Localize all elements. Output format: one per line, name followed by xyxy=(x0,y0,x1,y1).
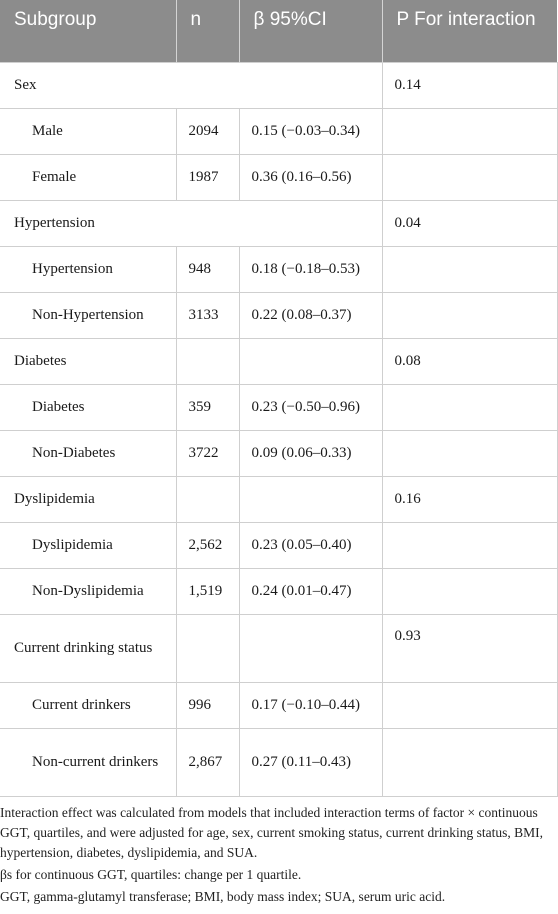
group-beta-empty xyxy=(238,613,383,682)
row-beta: 0.18 (−0.18–0.53) xyxy=(238,245,383,292)
row-label: Non-Diabetes xyxy=(0,429,177,476)
row-label: Male xyxy=(0,107,177,154)
row-beta: 0.22 (0.08–0.37) xyxy=(238,291,383,338)
table-row: Male 2094 0.15 (−0.03–0.34) xyxy=(0,107,558,154)
row-beta: 0.17 (−0.10–0.44) xyxy=(238,681,383,728)
header-n: n xyxy=(176,0,240,62)
p-value: 0.14 xyxy=(381,61,558,108)
subgroup-table: Subgroup n β 95%CI P For interaction Sex… xyxy=(0,0,558,797)
group-label: Current drinking status xyxy=(0,613,177,682)
row-n: 948 xyxy=(175,245,240,292)
row-p-empty xyxy=(381,245,558,292)
table-row: Non-Hypertension 3133 0.22 (0.08–0.37) xyxy=(0,291,558,338)
table-row: Diabetes 359 0.23 (−0.50–0.96) xyxy=(0,383,558,430)
row-p-empty xyxy=(381,153,558,200)
p-value: 0.93 xyxy=(381,613,558,682)
row-beta: 0.24 (0.01–0.47) xyxy=(238,567,383,614)
row-n: 1,519 xyxy=(175,567,240,614)
footnote-interaction: Interaction effect was calculated from m… xyxy=(0,805,543,860)
group-n-empty xyxy=(175,337,240,384)
table-row: Non-Dyslipidemia 1,519 0.24 (0.01–0.47) xyxy=(0,567,558,614)
row-beta: 0.23 (−0.50–0.96) xyxy=(238,383,383,430)
footnote-abbreviations: GGT, gamma-glutamyl transferase; BMI, bo… xyxy=(0,889,446,904)
group-label: Diabetes xyxy=(0,337,177,384)
row-label: Female xyxy=(0,153,177,200)
row-p-empty xyxy=(381,681,558,728)
row-p-empty xyxy=(381,567,558,614)
table-row: Non-current drinkers 2,867 0.27 (0.11–0.… xyxy=(0,727,558,797)
row-beta: 0.36 (0.16–0.56) xyxy=(238,153,383,200)
row-beta: 0.15 (−0.03–0.34) xyxy=(238,107,383,154)
p-value: 0.04 xyxy=(381,199,558,246)
table-row-group-diabetes: Diabetes 0.08 xyxy=(0,337,558,384)
table-row: Hypertension 948 0.18 (−0.18–0.53) xyxy=(0,245,558,292)
row-p-empty xyxy=(381,383,558,430)
row-label: Non-Dyslipidemia xyxy=(0,567,177,614)
table-row: Dyslipidemia 2,562 0.23 (0.05–0.40) xyxy=(0,521,558,568)
group-n-empty xyxy=(175,613,240,682)
group-n-empty xyxy=(175,475,240,522)
row-p-empty xyxy=(381,727,558,797)
row-beta: 0.23 (0.05–0.40) xyxy=(238,521,383,568)
row-p-empty xyxy=(381,429,558,476)
header-subgroup: Subgroup xyxy=(0,0,177,62)
row-p-empty xyxy=(381,291,558,338)
row-n: 2094 xyxy=(175,107,240,154)
table-header: Subgroup n β 95%CI P For interaction xyxy=(0,0,557,62)
row-n: 996 xyxy=(175,681,240,728)
table-row-group-hypertension: Hypertension 0.04 xyxy=(0,199,558,246)
group-label: Hypertension xyxy=(0,199,383,246)
table-row-group-dyslipidemia: Dyslipidemia 0.16 xyxy=(0,475,558,522)
footnote-beta: βs for continuous GGT, quartiles: change… xyxy=(0,867,302,882)
row-label: Non-Hypertension xyxy=(0,291,177,338)
row-n: 3722 xyxy=(175,429,240,476)
row-beta: 0.27 (0.11–0.43) xyxy=(238,727,383,797)
row-label: Hypertension xyxy=(0,245,177,292)
p-value: 0.08 xyxy=(381,337,558,384)
row-p-empty xyxy=(381,521,558,568)
table-row: Current drinkers 996 0.17 (−0.10–0.44) xyxy=(0,681,558,728)
row-n: 1987 xyxy=(175,153,240,200)
row-beta: 0.09 (0.06–0.33) xyxy=(238,429,383,476)
group-label: Sex xyxy=(0,61,383,108)
row-n: 2,867 xyxy=(175,727,240,797)
row-n: 3133 xyxy=(175,291,240,338)
table-footnotes: Interaction effect was calculated from m… xyxy=(0,803,552,907)
group-beta-empty xyxy=(238,475,383,522)
row-label: Current drinkers xyxy=(0,681,177,728)
row-label: Diabetes xyxy=(0,383,177,430)
table-row-group-drinking: Current drinking status 0.93 xyxy=(0,613,558,682)
row-label: Non-current drinkers xyxy=(0,727,177,797)
row-n: 359 xyxy=(175,383,240,430)
row-n: 2,562 xyxy=(175,521,240,568)
table-body: Sex 0.14 Male 2094 0.15 (−0.03–0.34) Fem… xyxy=(0,61,558,797)
table-row: Non-Diabetes 3722 0.09 (0.06–0.33) xyxy=(0,429,558,476)
row-p-empty xyxy=(381,107,558,154)
header-p-interaction: P For interaction xyxy=(382,0,557,62)
group-label: Dyslipidemia xyxy=(0,475,177,522)
p-value: 0.16 xyxy=(381,475,558,522)
header-beta-ci: β 95%CI xyxy=(239,0,383,62)
table-row-group-sex: Sex 0.14 xyxy=(0,61,558,108)
row-label: Dyslipidemia xyxy=(0,521,177,568)
table-row: Female 1987 0.36 (0.16–0.56) xyxy=(0,153,558,200)
group-beta-empty xyxy=(238,337,383,384)
